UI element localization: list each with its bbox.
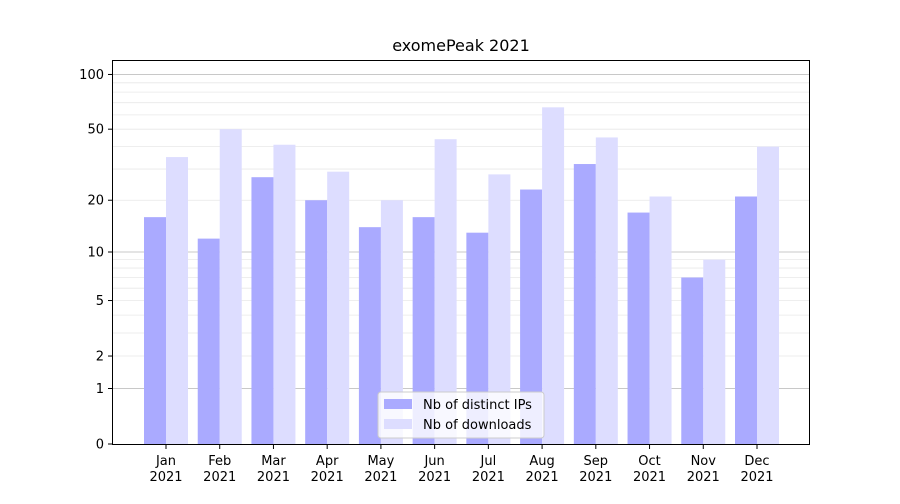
x-tick-label: May 2021 [364,454,397,485]
x-tick-year: 2021 [257,470,290,485]
bar-distinct-ips [251,177,274,445]
x-tick-year: 2021 [633,470,666,485]
x-tick-month: Nov [691,454,717,469]
legend: Nb of distinct IPs Nb of downloads [377,391,545,439]
x-tick-month: Sep [584,454,609,469]
y-tick-label: 20 [87,194,104,209]
x-tick-year: 2021 [149,470,182,485]
x-tick-year: 2021 [364,470,397,485]
x-tick-year: 2021 [687,470,720,485]
x-tick-month: Jun [423,454,444,469]
x-tick-label: Oct 2021 [633,454,666,485]
x-tick-year: 2021 [579,470,612,485]
bar-distinct-ips [358,227,381,444]
x-tick-year: 2021 [526,470,559,485]
x-tick-label: Nov 2021 [687,454,720,485]
bar-distinct-ips [681,277,704,444]
x-tick-year: 2021 [203,470,236,485]
legend-label: Nb of distinct IPs [423,398,532,413]
bar-downloads [434,139,457,444]
bar-downloads [757,146,779,444]
x-tick-month: May [367,454,394,469]
y-tick-label: 10 [87,246,104,261]
y-tick-label: 0 [96,438,104,453]
bars-layer [144,107,779,445]
bar-distinct-ips [197,238,220,444]
x-tick-month: Apr [316,454,339,469]
x-tick-month: Oct [638,454,660,469]
x-tick-year: 2021 [311,470,344,485]
x-tick-label: Sep 2021 [579,454,612,485]
bar-downloads [488,174,511,444]
x-tick-label: Jun 2021 [418,454,451,485]
x-tick-label: Aug 2021 [526,454,559,485]
bar-downloads [273,144,296,444]
bar-downloads [166,157,188,445]
x-tick-label: Mar 2021 [257,454,290,485]
bar-downloads [542,107,565,444]
y-tick-label: 5 [96,294,104,309]
chart-title: exomePeak 2021 [392,36,530,55]
bar-downloads [380,200,403,444]
legend-swatch [384,419,412,429]
bar-distinct-ips [627,212,650,444]
bar-distinct-ips [305,200,328,444]
y-tick-label: 2 [96,350,104,365]
x-tick-year: 2021 [418,470,451,485]
x-tick-year: 2021 [472,470,505,485]
y-tick-label: 1 [96,382,104,397]
x-tick-label: Apr 2021 [311,454,344,485]
x-tick-month: Feb [208,454,231,469]
x-tick-month: Jan [155,454,176,469]
x-tick-year: 2021 [740,470,773,485]
x-tick-month: Jul [480,454,497,469]
legend-box [377,391,545,439]
bar-downloads [595,137,618,444]
bar-downloads [703,259,726,444]
bar-distinct-ips [735,196,757,444]
x-tick-label: Jul 2021 [472,454,505,485]
x-tick-month: Dec [744,454,769,469]
bar-distinct-ips [412,217,435,444]
x-tick-label: Dec 2021 [740,454,773,485]
bar-distinct-ips [466,232,489,444]
bar-downloads [327,171,350,444]
y-tick-label: 50 [87,123,104,138]
legend-swatch [384,399,412,409]
bar-distinct-ips [144,217,166,444]
x-tick-month: Mar [261,454,286,469]
y-axis: 0 1 2 5 10 20 50 100 [79,68,113,453]
legend-label: Nb of downloads [423,418,532,433]
bar-distinct-ips [573,164,596,444]
x-tick-month: Aug [529,454,554,469]
bar-downloads [219,129,242,444]
x-tick-label: Jan 2021 [149,454,182,485]
bar-downloads [649,196,672,444]
x-tick-label: Feb 2021 [203,454,236,485]
y-tick-label: 100 [79,68,104,83]
bar-distinct-ips [520,189,543,444]
